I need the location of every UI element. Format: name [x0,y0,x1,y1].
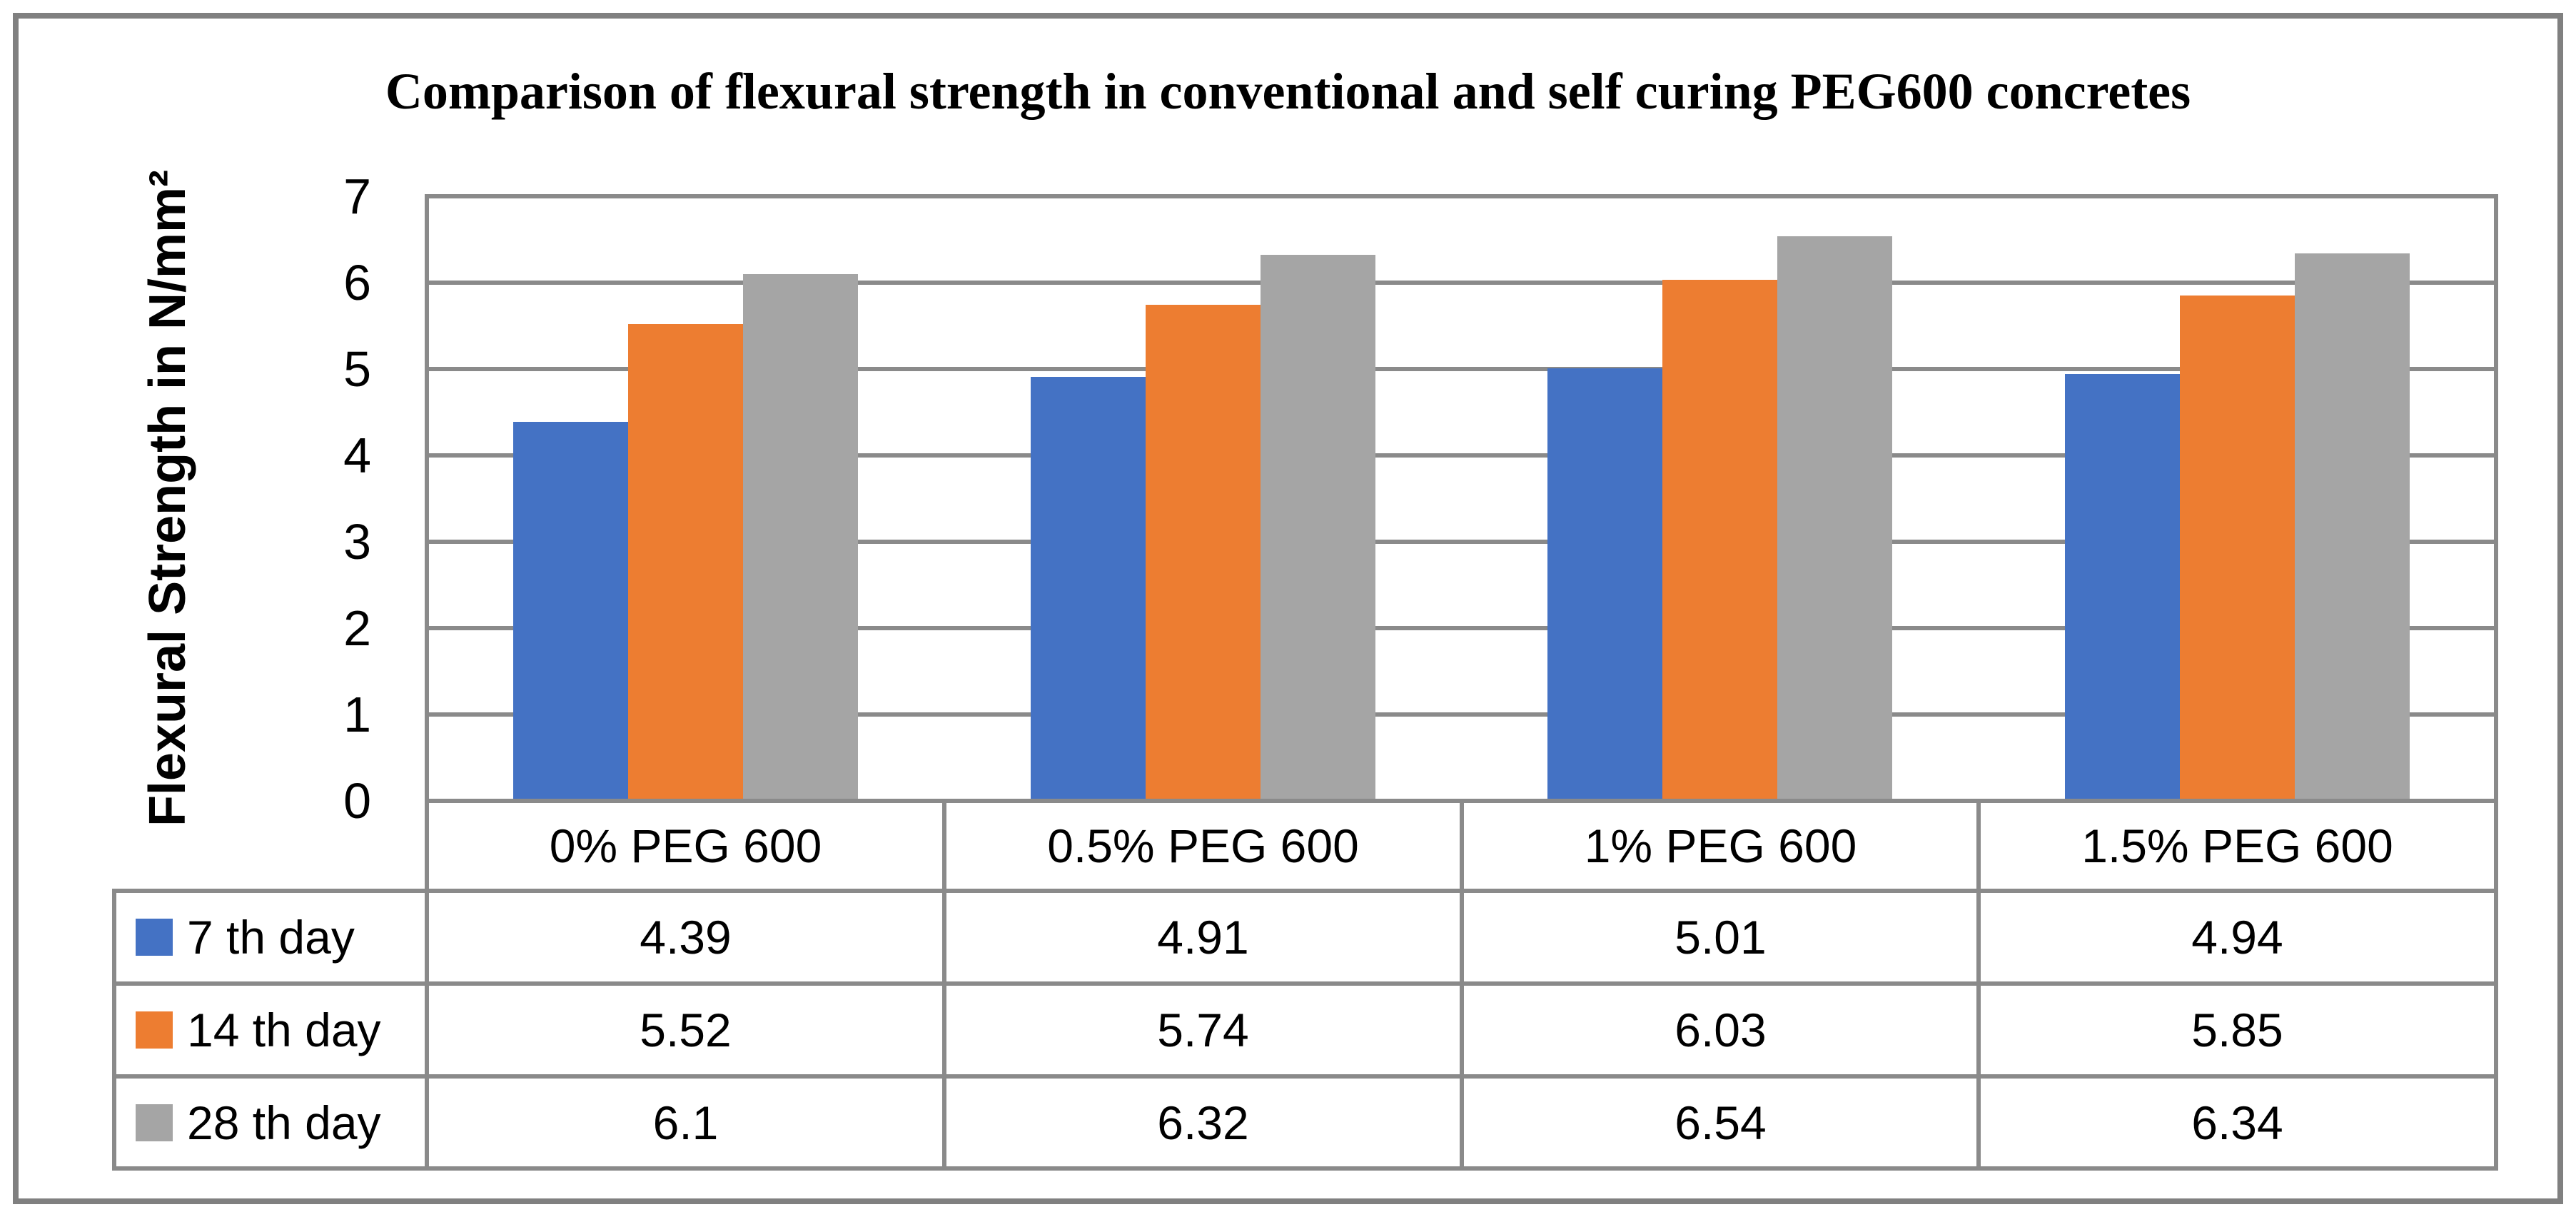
gridline [427,540,2496,544]
series-name-label: 7 th day [187,911,355,964]
table-value-cell: 5.01 [1675,911,1767,964]
y-tick-label: 7 [343,168,371,224]
y-tick-label: 2 [343,600,371,656]
y-tick-label: 6 [343,255,371,310]
table-column-line [1460,799,1464,1171]
table-value-cell: 6.54 [1675,1096,1767,1149]
chart-title: Comparison of flexural strength in conve… [385,63,2191,120]
bar [1031,377,1146,801]
legend-swatch-icon [136,919,173,956]
gridline [427,281,2496,285]
y-tick-label: 3 [343,514,371,570]
legend-item: 14 th day [114,984,427,1076]
y-axis-line [425,194,429,1171]
bar [2065,374,2180,801]
gridline [427,367,2496,371]
bar [513,422,628,801]
table-value-cell: 6.34 [2191,1096,2283,1149]
y-tick-label: 1 [343,687,371,742]
gridline [427,712,2496,717]
table-value-cell: 5.74 [1157,1004,1249,1056]
table-value-cell: 5.52 [640,1004,732,1056]
legend-item: 7 th day [114,891,427,984]
bar [1261,255,1375,801]
bar [743,274,858,801]
legend-swatch-icon [136,1104,173,1141]
category-label: 0.5% PEG 600 [1047,819,1359,872]
table-row-line [112,1074,2498,1079]
bar [2295,253,2410,801]
series-name-label: 28 th day [187,1096,381,1149]
table-value-cell: 5.85 [2191,1004,2283,1056]
table-value-cell: 4.94 [2191,911,2283,964]
legend-item: 28 th day [114,1076,427,1168]
table-value-cell: 6.32 [1157,1096,1249,1149]
gridline [427,626,2496,630]
table-bottom-border [112,1166,2498,1171]
table-value-cell: 6.03 [1675,1004,1767,1056]
y-tick-label: 4 [343,428,371,483]
table-column-line [942,799,946,1171]
bar [1662,280,1777,801]
table-row-line [112,981,2498,986]
table-value-cell: 4.91 [1157,911,1249,964]
table-value-cell: 4.39 [640,911,732,964]
plot-top-border [425,194,2498,198]
plot-right-border [2494,194,2498,1171]
bar [628,324,743,801]
bar [2180,296,2295,801]
gridline [427,453,2496,458]
table-left-border [112,889,116,1171]
y-tick-label: 5 [343,341,371,397]
series-name-label: 14 th day [187,1004,381,1056]
table-value-cell: 6.1 [652,1096,719,1149]
category-label: 0% PEG 600 [549,819,822,872]
bar [1146,305,1261,801]
table-row-line [112,889,2498,893]
table-column-line [1976,799,1981,1171]
bar [1777,236,1892,801]
y-tick-label: 0 [343,773,371,829]
category-label: 1% PEG 600 [1584,819,1857,872]
legend-swatch-icon [136,1011,173,1049]
category-label: 1.5% PEG 600 [2081,819,2393,872]
bar [1547,368,1662,801]
